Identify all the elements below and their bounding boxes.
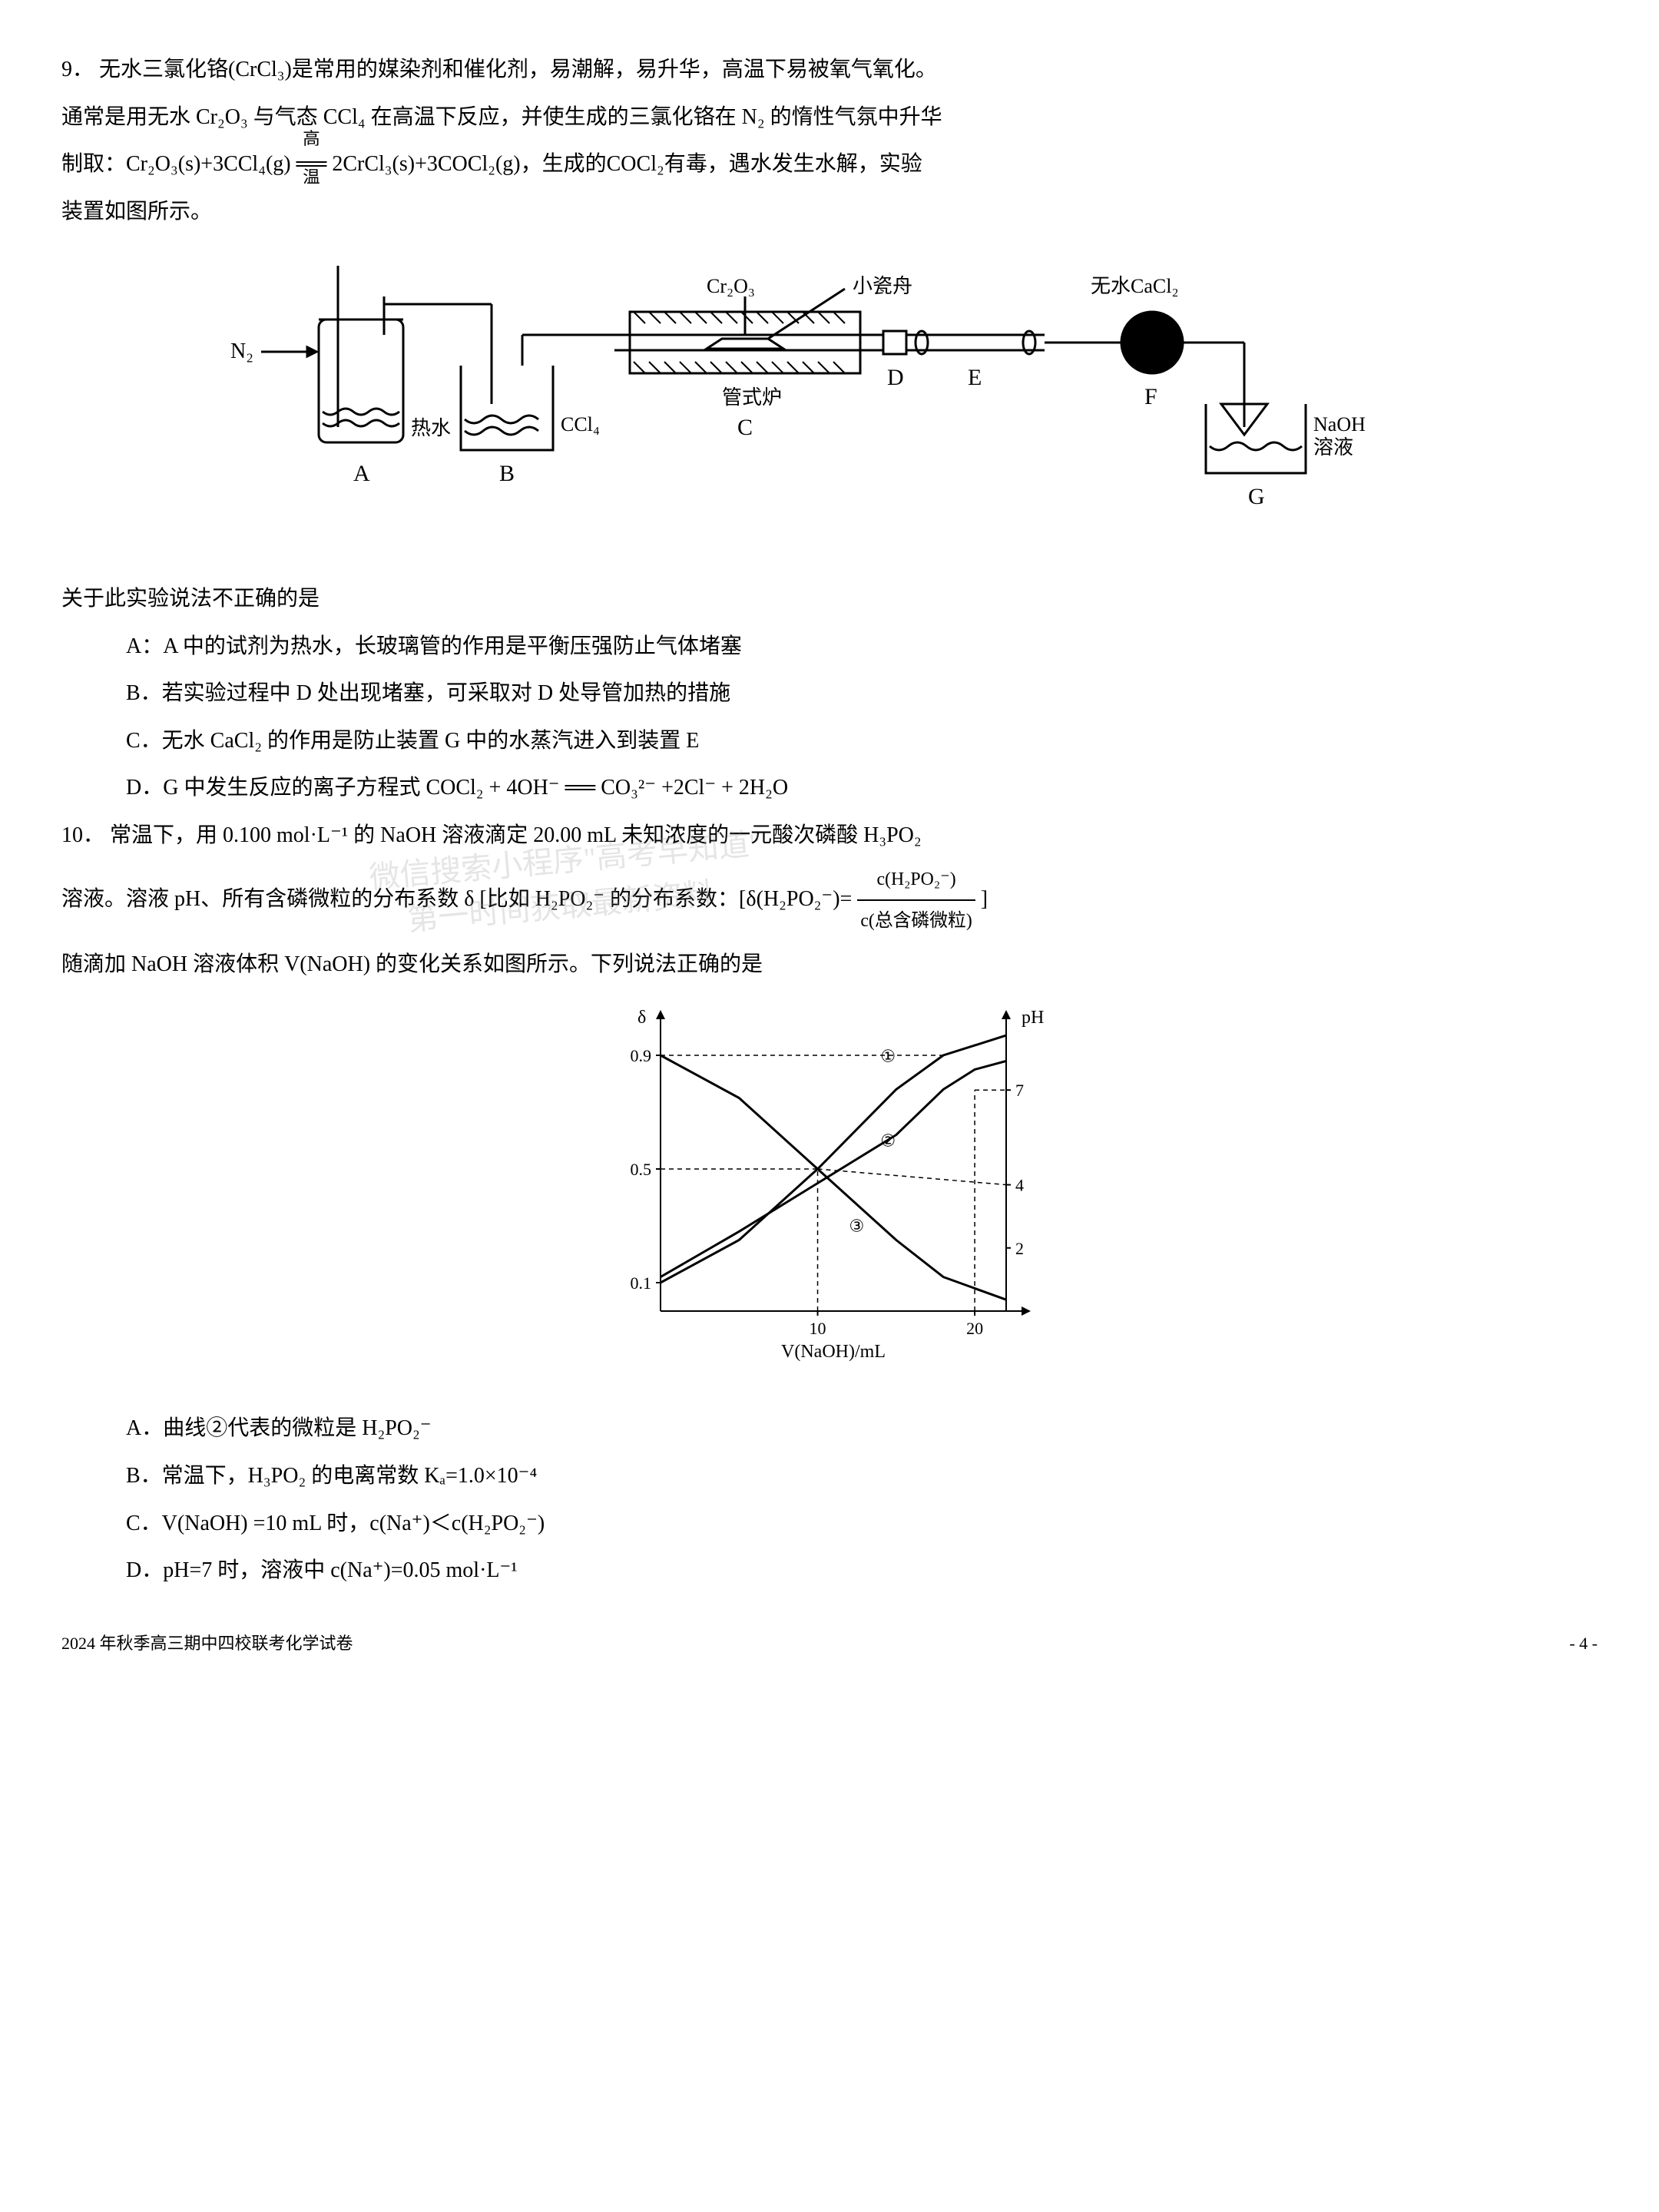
q9-option-B: B．若实验过程中 D 处出现堵塞，可采取对 D 处导管加热的措施	[61, 670, 1598, 717]
svg-text:7: 7	[1015, 1081, 1024, 1100]
svg-text:2: 2	[1015, 1239, 1024, 1258]
label-G: G	[1248, 484, 1265, 509]
q9-stem: 关于此实验说法不正确的是	[61, 575, 1598, 623]
label-C: C	[737, 415, 753, 440]
svg-text:10: 10	[810, 1319, 826, 1338]
reaction-arrow: 高温 ══	[296, 141, 327, 188]
q9-line4: 装置如图所示。	[61, 188, 1598, 236]
svg-text:②: ②	[880, 1131, 896, 1150]
label-furnace: 管式炉	[722, 386, 782, 409]
label-cr2o3: Cr₂O₃	[707, 275, 755, 297]
svg-text:V(NaOH)/mL: V(NaOH)/mL	[781, 1342, 886, 1362]
apparatus-diagram: N₂ 热水 A CCl₄ B	[61, 250, 1598, 560]
frac-den: c(总含磷微粒)	[857, 901, 975, 941]
q10-line2: 溶液。溶液 pH、所有含磷微粒的分布系数 δ [比如 H₂PO₂⁻ 的分布系数：…	[61, 859, 1598, 942]
q10-line3: 随滴加 NaOH 溶液体积 V(NaOH) 的变化关系如图所示。下列说法正确的是	[61, 941, 1598, 988]
svg-text:③: ③	[849, 1216, 864, 1235]
svg-text:20: 20	[966, 1319, 983, 1338]
label-E: E	[968, 365, 982, 390]
footer-left: 2024 年秋季高三期中四校联考化学试卷	[61, 1625, 353, 1662]
frac-num: c(H₂PO₂⁻)	[857, 859, 975, 901]
svg-text:4: 4	[1015, 1175, 1024, 1194]
svg-text:pH: pH	[1022, 1008, 1044, 1028]
svg-text:0.1: 0.1	[631, 1273, 652, 1293]
label-B: B	[499, 461, 515, 486]
q10-line1: 10． 常温下，用 0.100 mol·L⁻¹ 的 NaOH 溶液滴定 20.0…	[61, 812, 1598, 859]
page-footer: 2024 年秋季高三期中四校联考化学试卷 - 4 -	[61, 1625, 1598, 1662]
footer-right: - 4 -	[1569, 1625, 1598, 1662]
q9-line3: 制取：Cr₂O₃(s)+3CCl₄(g) 高温 ══ 2CrCl₃(s)+3CO…	[61, 141, 1598, 188]
q9-eq-suffix: 2CrCl₃(s)+3COCl₂(g)，生成的COCl₂有毒，遇水发生水解，实验	[332, 152, 922, 176]
q10-number: 10．	[61, 823, 104, 847]
q9-eq-prefix: 制取：Cr₂O₃(s)+3CCl₄(g)	[61, 152, 291, 176]
q10-text2-suffix: ]	[981, 886, 988, 910]
q9-option-C: C．无水 CaCl₂ 的作用是防止装置 G 中的水蒸汽进入到装置 E	[61, 717, 1598, 765]
q10-option-A: A．曲线②代表的微粒是 H₂PO₂⁻	[61, 1405, 1598, 1452]
titration-chart: 0.1 0.5 0.9 2 4 7 10 20 ① ② ③ δ pH V(NaOH)/mL	[61, 1004, 1598, 1390]
q9-option-D: D．G 中发生反应的离子方程式 COCl₂ + 4OH⁻ ══ CO₃²⁻ +2…	[61, 764, 1598, 812]
label-F: F	[1144, 384, 1157, 409]
q9-option-A: A：A 中的试剂为热水，长玻璃管的作用是平衡压强防止气体堵塞	[61, 623, 1598, 671]
q10-text1: 常温下，用 0.100 mol·L⁻¹ 的 NaOH 溶液滴定 20.00 mL…	[110, 823, 922, 847]
label-boat: 小瓷舟	[853, 275, 912, 297]
svg-text:0.9: 0.9	[631, 1046, 652, 1065]
q10-option-D: D．pH=7 时，溶液中 c(Na⁺)=0.05 mol·L⁻¹	[61, 1547, 1598, 1594]
q9-text1: 无水三氯化铬(CrCl₃)是常用的媒染剂和催化剂，易潮解，易升华，高温下易被氧气…	[99, 58, 937, 81]
svg-text:0.5: 0.5	[631, 1160, 652, 1179]
label-D: D	[887, 365, 904, 390]
label-cacl2: 无水CaCl₂	[1091, 275, 1179, 297]
q9-line1: 9． 无水三氯化铬(CrCl₃)是常用的媒染剂和催化剂，易潮解，易升华，高温下易…	[61, 46, 1598, 94]
arrow-label: 高温	[296, 120, 327, 196]
label-hotwater: 热水	[411, 417, 451, 439]
svg-text:δ: δ	[637, 1008, 646, 1028]
q9-line2: 通常是用无水 Cr₂O₃ 与气态 CCl₄ 在高温下反应，并使生成的三氯化铬在 …	[61, 94, 1598, 141]
q10-option-C: C．V(NaOH) =10 mL 时，c(Na⁺)＜c(H₂PO₂⁻)	[61, 1500, 1598, 1548]
q10-option-B: B．常温下，H₃PO₂ 的电离常数 Kₐ=1.0×10⁻⁴	[61, 1452, 1598, 1500]
q9-number: 9．	[61, 58, 94, 81]
label-n2: N₂	[230, 339, 253, 363]
q10-text2-prefix: 溶液。溶液 pH、所有含磷微粒的分布系数 δ [比如 H₂PO₂⁻ 的分布系数：…	[61, 886, 852, 910]
label-solution: 溶液	[1313, 436, 1353, 459]
svg-text:①: ①	[880, 1046, 896, 1065]
label-A: A	[353, 461, 370, 486]
fraction: c(H₂PO₂⁻) c(总含磷微粒)	[857, 859, 975, 942]
label-ccl4: CCl₄	[561, 413, 600, 435]
label-naoh: NaOH	[1313, 413, 1366, 435]
